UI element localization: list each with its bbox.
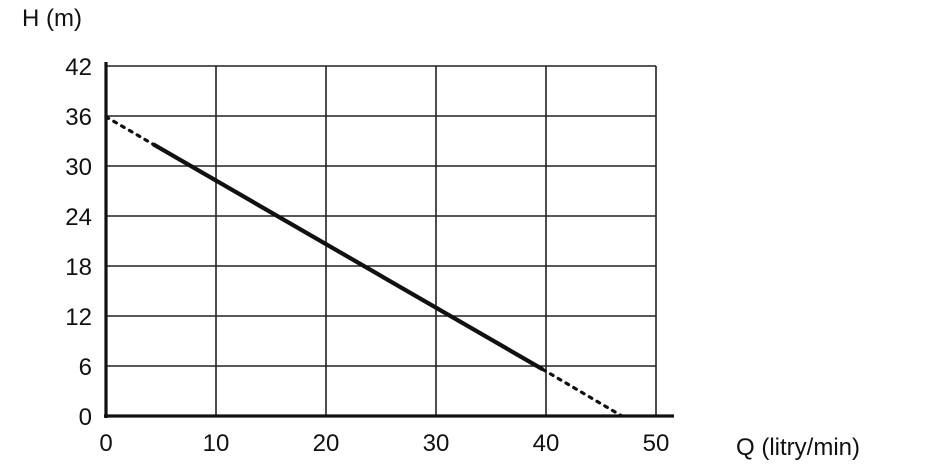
- x-tick-label: 30: [423, 430, 450, 457]
- y-tick-label: 24: [65, 204, 92, 231]
- dotted-extension-line-2: [541, 367, 624, 418]
- x-axis-title: Q (litry/min): [736, 434, 860, 461]
- y-tick-label: 42: [65, 54, 92, 81]
- pump-curve-line-0: [152, 142, 544, 372]
- y-tick-label: 30: [65, 154, 92, 181]
- y-tick-label: 6: [79, 354, 92, 381]
- y-tick-label: 0: [79, 404, 92, 431]
- x-tick-label: 50: [643, 430, 670, 457]
- x-tick-label: 40: [533, 430, 560, 457]
- x-tick-label: 10: [203, 430, 230, 457]
- x-tick-label: 0: [99, 430, 112, 457]
- x-tick-label: 20: [313, 430, 340, 457]
- y-axis-title: H (m): [22, 5, 82, 32]
- data-series: [104, 115, 624, 418]
- dotted-extension-line-1: [104, 115, 155, 146]
- tick-labels: 0 10 20 30 40 50 0 6 12 18 24 30 36 42: [65, 54, 669, 457]
- y-tick-label: 18: [65, 254, 92, 281]
- grid: [106, 65, 657, 416]
- y-tick-label: 36: [65, 104, 92, 131]
- axes: [104, 62, 674, 418]
- y-tick-label: 12: [65, 304, 92, 331]
